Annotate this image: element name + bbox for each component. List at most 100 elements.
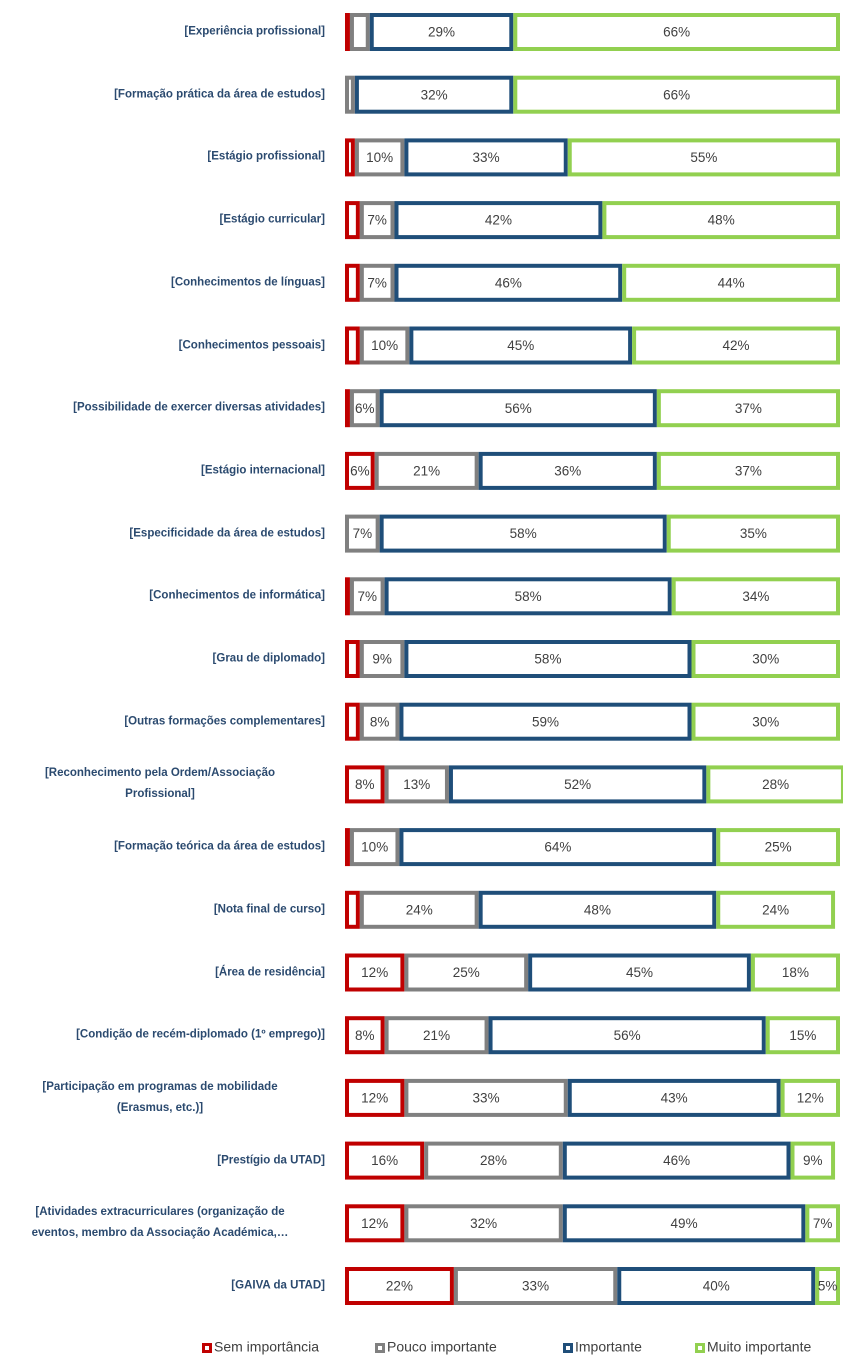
category-label: [Prestígio da UTAD] [217,1154,325,1167]
bar-segment [345,1078,405,1117]
data-label: 40% [703,1279,730,1294]
bar-segment [345,953,405,992]
data-label: 16% [371,1153,398,1168]
category-label: [Conhecimentos de línguas] [171,276,325,289]
bar-segment [359,326,410,365]
bar-segment [394,201,603,240]
data-label: 9% [803,1153,823,1168]
bar-segment [562,1141,791,1180]
bar-segment [384,765,449,804]
data-label: 15% [789,1028,816,1043]
bar-segment [345,13,350,51]
bar-segment [399,702,692,741]
bar-segment [345,326,360,365]
bar-segment [404,953,529,992]
data-label: 33% [473,1090,500,1105]
bar-segment [345,389,350,428]
bar-segment [349,828,400,867]
data-label: 33% [473,150,500,165]
category-label: [Estágio internacional] [201,464,325,477]
category-label: [Estágio profissional] [207,150,325,163]
category-label: [Participação em programas de mobilidade… [42,1080,278,1114]
bar-segment [345,75,355,114]
data-label: 55% [690,150,717,165]
bar-segment [602,201,841,240]
bar-segment [765,1016,840,1055]
bar-segment [448,765,707,804]
bar-segment [345,765,385,804]
bar-segment [384,1016,489,1055]
category-label: [Área de residência] [215,966,325,978]
data-label: 45% [626,965,653,980]
bar-segment [359,263,395,302]
data-label: 24% [406,902,433,917]
data-label: 42% [485,213,512,228]
data-label: 18% [782,965,809,980]
bar-segment [374,451,479,490]
bar-segment [453,1267,618,1305]
data-label: 28% [480,1153,507,1168]
data-label: 25% [453,965,480,980]
data-label: 33% [522,1279,549,1294]
data-label: 32% [470,1216,497,1231]
bar-segment [345,138,355,177]
data-label: 10% [366,150,393,165]
legend-swatch-inner [378,1346,382,1350]
data-label: 46% [495,275,522,290]
bar-segment [359,640,405,678]
data-label: 8% [355,1028,375,1043]
legend-swatch-inner [566,1346,570,1350]
category-label: [Experiência profissional] [184,25,325,38]
legend-label: Importante [575,1339,642,1355]
data-label: 13% [403,777,430,792]
bar-segment [345,577,350,616]
bar-segment [691,640,840,678]
bar-segment [780,1078,840,1117]
bar-segment [716,890,836,929]
bar-segment [379,514,667,553]
bar-segment [478,890,717,929]
bar-segment [656,451,840,490]
data-label: 58% [534,652,561,667]
category-label: [Nota final de curso] [213,903,325,916]
bar-segment [567,1078,781,1117]
data-label: 42% [723,338,750,353]
data-label: 12% [361,1090,388,1105]
bar-segment [424,1141,563,1180]
bar-segment [691,702,840,741]
bar-segment [656,389,840,428]
category-label: [Grau de diplomado] [212,652,325,665]
data-label: 36% [554,463,581,478]
bar-segment [404,640,692,678]
category-label: [Reconhecimento pela Ordem/Associação Pr… [44,767,276,801]
category-label: [Outras formações complementares] [124,715,325,728]
bar-segment [478,451,657,490]
bar-segment [562,1204,806,1243]
bar-segment [404,1078,568,1117]
category-label: [Especificidade da área de estudos] [129,527,325,540]
bar-segment [617,1267,816,1305]
bar-segment [404,138,568,177]
bar-segment [394,263,623,302]
bar-segment [349,13,370,51]
data-label: 43% [661,1090,688,1105]
data-label: 21% [413,463,440,478]
bar-segment [622,263,841,302]
data-label: 24% [762,902,789,917]
bar-segment [345,1141,425,1180]
data-label: 49% [671,1216,698,1231]
bar-segment [345,890,360,929]
bar-segment [666,514,840,553]
bar-segment [345,201,360,240]
category-label: [Conhecimentos de informática] [149,589,325,602]
data-label: 34% [742,589,769,604]
data-label: 25% [765,840,792,855]
data-label: 56% [614,1028,641,1043]
category-label: [Possibilidade de exercer diversas ativi… [73,401,325,414]
bar-segment [345,640,360,678]
category-label: [Estágio curricular] [219,213,325,226]
bar-segment [790,1141,836,1180]
bar-segment [513,13,840,51]
data-label: 37% [735,401,762,416]
legend-label: Pouco importante [387,1339,497,1355]
